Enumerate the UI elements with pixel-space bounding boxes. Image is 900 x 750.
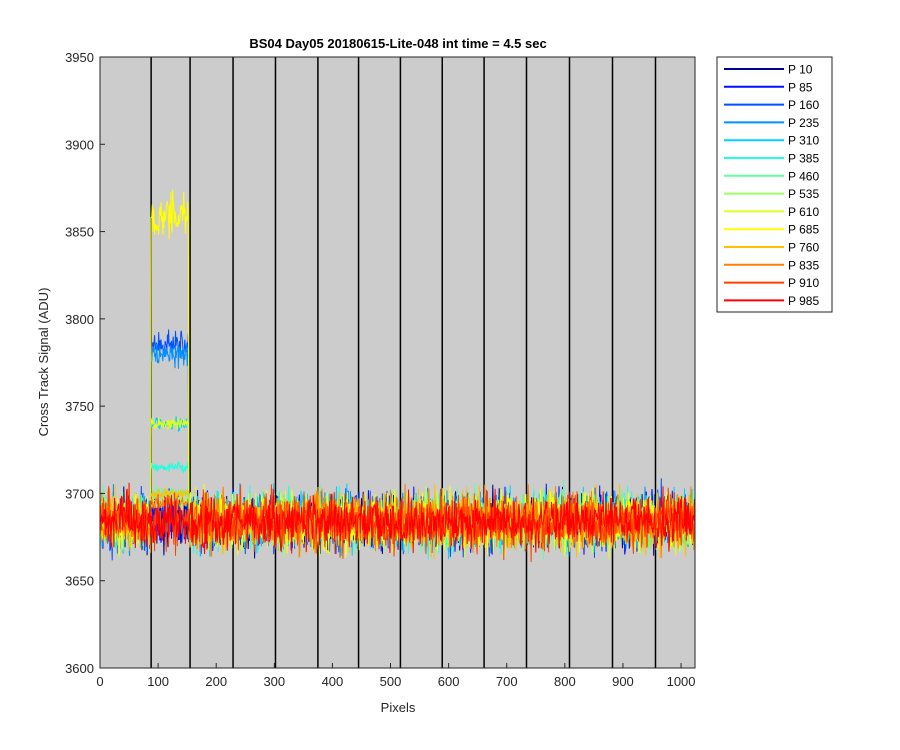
legend-label: P 460 [788, 169, 819, 183]
legend-item: P 985 [724, 294, 819, 308]
y-axis: 3600 3650 3700 3750 3800 3850 3900 3950 [65, 50, 105, 676]
x-tick-label: 700 [496, 674, 518, 689]
legend-label: P 235 [788, 116, 819, 130]
legend-item: P 760 [724, 241, 819, 255]
series-line [99, 482, 696, 555]
legend-item: P 835 [724, 258, 819, 272]
legend: P 10 P 85 P 160 P 235 P 310 P 385 P 460 P 535 P … [716, 56, 833, 313]
vertical-divider-lines [150, 57, 657, 668]
x-tick-label: 800 [554, 674, 576, 689]
legend-label: P 985 [788, 294, 819, 308]
y-tick-label: 3800 [65, 312, 94, 327]
legend-label: P 10 [788, 63, 813, 77]
x-tick-label: 1000 [667, 674, 696, 689]
legend-item: P 910 [724, 276, 819, 290]
legend-label: P 910 [788, 276, 819, 290]
x-tick-label: 300 [263, 674, 285, 689]
y-tick-label: 3750 [65, 399, 94, 414]
x-axis-label: Pixels [381, 700, 416, 715]
x-tick-label: 500 [380, 674, 402, 689]
y-tick-label: 3600 [65, 661, 94, 676]
legend-label: P 385 [788, 152, 819, 166]
x-tick-label: 100 [147, 674, 169, 689]
legend-label: P 85 [788, 80, 813, 94]
legend-label: P 760 [788, 241, 819, 255]
plot-area [100, 57, 695, 668]
y-tick-label: 3950 [65, 50, 94, 65]
x-tick-label: 0 [96, 674, 103, 689]
legend-label: P 835 [788, 258, 819, 272]
legend-label: P 610 [788, 205, 819, 219]
chart-title: BS04 Day05 20180615-Lite-048 int time = … [249, 36, 546, 51]
legend-item: P 10 [724, 63, 813, 77]
y-tick-label: 3900 [65, 137, 94, 152]
y-tick-label: 3850 [65, 225, 94, 240]
y-tick-label: 3650 [65, 574, 94, 589]
y-axis-label: Cross Track Signal (ADU) [36, 288, 51, 437]
legend-box [716, 56, 833, 313]
legend-item: P 685 [724, 223, 819, 237]
x-axis: 0 100 200 300 400 500 600 700 800 900 1000 [96, 663, 696, 689]
x-tick-label: 900 [612, 674, 634, 689]
x-tick-label: 400 [322, 674, 344, 689]
y-tick-label: 3700 [65, 486, 94, 501]
legend-label: P 310 [788, 134, 819, 148]
legend-item: P 310 [724, 134, 819, 148]
x-tick-label: 200 [205, 674, 227, 689]
legend-label: P 535 [788, 187, 819, 201]
legend-label: P 160 [788, 98, 819, 112]
legend-item: P 160 [724, 98, 819, 112]
plot-frame [99, 56, 696, 669]
legend-item: P 610 [724, 205, 819, 219]
legend-item: P 85 [724, 80, 813, 94]
legend-label: P 685 [788, 223, 819, 237]
legend-item: P 235 [724, 116, 819, 130]
legend-item: P 460 [724, 169, 819, 183]
x-tick-label: 600 [438, 674, 460, 689]
legend-item: P 385 [724, 152, 819, 166]
series-line [99, 484, 696, 563]
series-layer [99, 189, 696, 563]
legend-item: P 535 [724, 187, 819, 201]
